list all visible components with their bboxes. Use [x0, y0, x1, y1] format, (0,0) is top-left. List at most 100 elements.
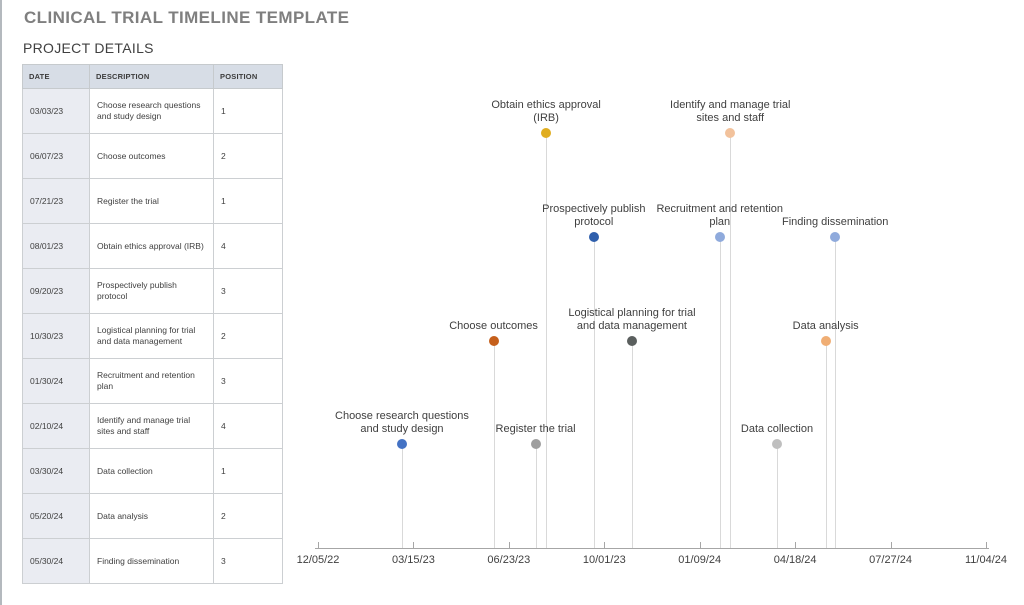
milestone-marker — [772, 439, 782, 450]
cell-date: 06/07/23 — [22, 133, 90, 179]
axis-tick-label: 11/04/24 — [964, 554, 1008, 566]
axis-tick — [986, 542, 987, 548]
axis-tick-label: 07/27/24 — [869, 554, 912, 566]
column-header-description: DESCRIPTION — [89, 64, 214, 89]
cell-date: 03/03/23 — [22, 88, 90, 134]
cell-position: 2 — [213, 493, 283, 539]
project-details-table: DATE DESCRIPTION POSITION 03/03/23 Choose… — [22, 64, 283, 584]
milestone-dropline — [825, 340, 827, 548]
cell-description: Identify and manage trial sites and staf… — [89, 403, 214, 449]
milestone-marker — [626, 335, 637, 346]
table-row: 02/10/24 Identify and manage trial sites … — [22, 403, 283, 449]
cell-date: 10/30/23 — [22, 313, 90, 359]
milestone-label: Choose outcomes — [449, 319, 538, 332]
table-row: 09/20/23 Prospectively publish protocol 3 — [22, 268, 283, 314]
cell-description: Obtain ethics approval (IRB) — [89, 223, 214, 269]
cell-position: 1 — [213, 178, 283, 224]
axis-tick-label: 03/15/23 — [392, 554, 435, 566]
cell-date: 03/30/24 — [22, 448, 90, 494]
cell-date: 02/10/24 — [22, 403, 90, 449]
milestone-marker — [820, 335, 831, 346]
milestone-dropline — [631, 340, 633, 548]
axis-tick — [890, 542, 892, 548]
axis-tick — [795, 542, 797, 548]
page-title: CLINICAL TRIAL TIMELINE TEMPLATE — [24, 8, 350, 27]
milestone-dropline — [401, 444, 403, 548]
axis-tick — [508, 542, 510, 548]
table-row: 03/30/24 Data collection 1 — [22, 448, 283, 494]
table-row: 03/03/23 Choose research questions and st… — [22, 88, 283, 134]
milestone-label: Recruitment and retention plan — [656, 202, 784, 228]
milestone-dropline — [535, 444, 537, 548]
table-row: 01/30/24 Recruitment and retention plan 3 — [22, 358, 283, 404]
cell-date: 01/30/24 — [22, 358, 90, 404]
milestone-marker — [714, 231, 725, 242]
milestone-dropline — [493, 340, 495, 548]
milestone-dropline — [777, 444, 778, 548]
milestone-dropline — [719, 236, 721, 548]
cell-description: Recruitment and retention plan — [89, 358, 214, 404]
cell-position: 2 — [213, 313, 283, 359]
timeline-axis — [315, 548, 989, 549]
table-row: 10/30/23 Logistical planning for trial an… — [22, 313, 283, 359]
axis-tick-label: 01/09/24 — [678, 554, 722, 566]
milestone-label: Prospectively publish protocol — [542, 202, 646, 228]
section-title: PROJECT DETAILS — [23, 40, 154, 56]
milestone-marker — [488, 335, 499, 346]
cell-position: 4 — [213, 403, 283, 449]
milestone-label: Identify and manage trial sites and staf… — [670, 99, 791, 125]
cell-description: Logistical planning for trial and data m… — [89, 313, 214, 359]
table-header-row: DATE DESCRIPTION POSITION — [22, 64, 283, 89]
cell-description: Register the trial — [89, 178, 214, 224]
cell-position: 1 — [213, 88, 283, 134]
milestone-marker — [830, 231, 841, 242]
axis-tick-label: 06/23/23 — [487, 554, 531, 566]
cell-date: 07/21/23 — [22, 178, 90, 224]
milestone-dropline — [730, 133, 732, 548]
milestone-label: Logistical planning for trial and data m… — [568, 306, 696, 332]
table-row: 05/20/24 Data analysis 2 — [22, 493, 283, 539]
cell-description: Prospectively publish protocol — [89, 268, 214, 314]
milestone-dropline — [546, 133, 548, 548]
cell-description: Finding dissemination — [89, 538, 214, 584]
table-row: 07/21/23 Register the trial 1 — [22, 178, 283, 224]
column-header-position: POSITION — [213, 64, 283, 89]
milestone-dropline — [835, 236, 837, 548]
milestone-marker — [588, 231, 599, 242]
axis-tick — [604, 542, 606, 548]
cell-position: 4 — [213, 223, 283, 269]
cell-date: 05/30/24 — [22, 538, 90, 584]
axis-tick-label: 10/01/23 — [582, 554, 626, 566]
table-row: 08/01/23 Obtain ethics approval (IRB) 4 — [22, 223, 283, 269]
table-row: 06/07/23 Choose outcomes 2 — [22, 133, 283, 179]
milestone-label: Choose research questions and study desi… — [335, 410, 469, 436]
cell-position: 3 — [213, 538, 283, 584]
milestone-marker — [396, 439, 407, 450]
cell-position: 2 — [213, 133, 283, 179]
milestone-marker — [530, 439, 541, 450]
cell-position: 1 — [213, 448, 283, 494]
cell-date: 09/20/23 — [22, 268, 90, 314]
cell-position: 3 — [213, 358, 283, 404]
cell-description: Choose outcomes — [89, 133, 214, 179]
cell-description: Data collection — [89, 448, 214, 494]
cell-date: 08/01/23 — [22, 223, 90, 269]
column-header-date: DATE — [22, 64, 90, 89]
milestone-label: Finding dissemination — [782, 215, 889, 228]
axis-tick — [413, 542, 415, 548]
cell-date: 05/20/24 — [22, 493, 90, 539]
cell-position: 3 — [213, 268, 283, 314]
axis-tick — [699, 542, 701, 548]
table-row: 05/30/24 Finding dissemination 3 — [22, 538, 283, 584]
milestone-marker — [541, 128, 552, 139]
axis-tick-label: 04/18/24 — [773, 554, 817, 566]
cell-description: Choose research questions and study desi… — [89, 88, 214, 134]
milestone-label: Data collection — [740, 423, 814, 436]
milestone-label: Obtain ethics approval (IRB) — [491, 99, 601, 125]
axis-tick — [318, 542, 319, 548]
milestone-dropline — [593, 236, 595, 548]
cell-description: Data analysis — [89, 493, 214, 539]
milestone-label: Register the trial — [495, 423, 576, 436]
milestone-label: Data analysis — [792, 319, 859, 332]
